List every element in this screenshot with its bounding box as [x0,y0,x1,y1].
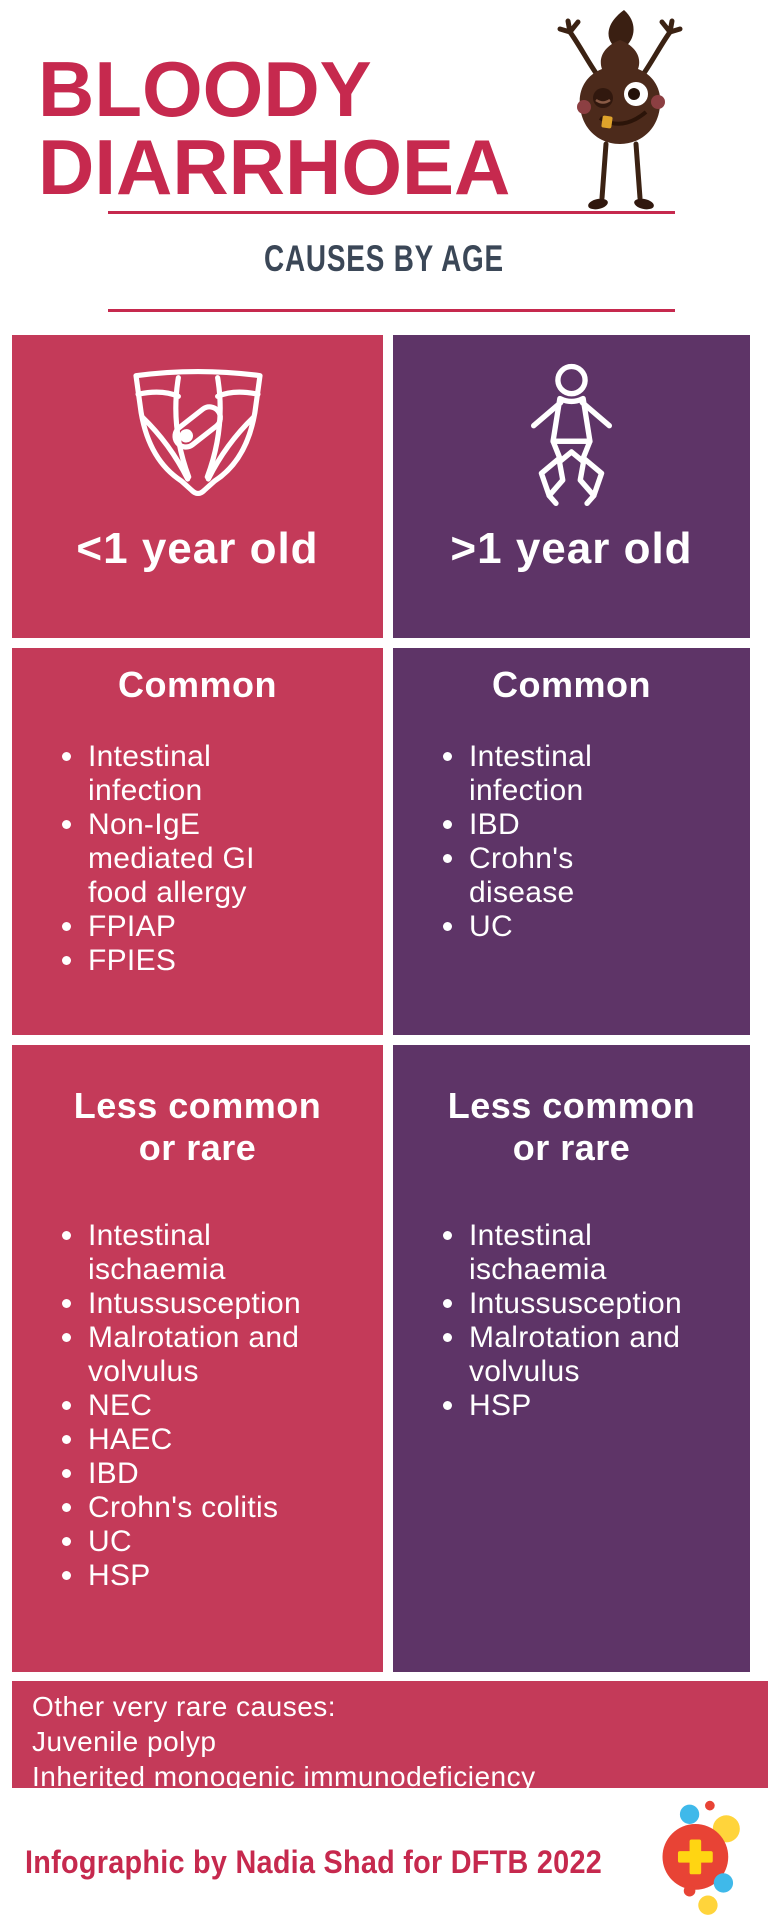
less-common-heading: Less common or rare [73,1085,322,1168]
list-item: NEC [60,1389,373,1423]
list-item: Intussusception [60,1287,373,1321]
column-over1-common: Common Intestinal infection IBD Crohn's … [393,648,750,1035]
subtitle: CAUSES BY AGE [264,238,504,280]
list-item: HSP [60,1559,373,1593]
credit-text: Infographic by Nadia Shad for DFTB 2022 [25,1844,603,1880]
list-item: IBD [60,1457,373,1491]
other-rare-line: Inherited monogenic immunodeficiency [32,1761,536,1792]
list-item: Intussusception [441,1287,740,1321]
list-item: Intestinal ischaemia [60,1219,373,1287]
page-title: BLOODY DIARRHOEA [38,50,510,206]
column-over1-header: >1 year old [393,335,750,638]
column-under1-header: <1 year old [12,335,383,638]
less-common-list-under1: Intestinal ischaemia Intussusception Mal… [12,1219,383,1593]
list-item: Intestinal ischaemia [441,1219,740,1287]
poop-character-icon [557,10,683,210]
divider-line-top [108,211,675,214]
list-item: Malrotation and volvulus [441,1321,740,1389]
list-item: FPIAP [60,910,373,944]
other-rare-line: Juvenile polyp [32,1726,217,1757]
list-item: HSP [441,1389,740,1423]
less-common-list-over1: Intestinal ischaemia Intussusception Mal… [393,1219,750,1423]
list-item: Crohn's disease [441,842,740,910]
list-item: UC [441,910,740,944]
column-under1-label: <1 year old [76,524,319,573]
column-under1-common: Common Intestinal infection Non-IgE medi… [12,648,383,1035]
list-item: Malrotation and volvulus [60,1321,373,1389]
column-under1-less-common: Less common or rare Intestinal ischaemia… [12,1045,383,1672]
list-item: Intestinal infection [441,740,740,808]
list-item: Non-IgE mediated GI food allergy [60,808,373,910]
other-rare-causes-bar: Other very rare causes: Juvenile polyp I… [12,1681,768,1792]
toddler-icon [530,363,613,507]
column-over1-label: >1 year old [450,524,693,573]
common-list-over1: Intestinal infection IBD Crohn's disease… [393,740,750,944]
common-list-under1: Intestinal infection Non-IgE mediated GI… [12,740,383,978]
list-item: FPIES [60,944,373,978]
list-item: UC [60,1525,373,1559]
list-item: HAEC [60,1423,373,1457]
list-item: IBD [441,808,740,842]
list-item: Intestinal infection [60,740,373,808]
title-line-1: BLOODY [38,45,372,133]
list-item: Crohn's colitis [60,1491,373,1525]
title-line-2: DIARRHOEA [38,123,511,211]
divider-line-bottom [108,309,675,312]
common-heading: Common [118,664,277,705]
other-rare-line: Other very rare causes: [32,1691,337,1722]
common-heading: Common [492,664,651,705]
less-common-heading: Less common or rare [447,1085,696,1168]
diaper-icon [132,368,263,497]
column-over1-less-common: Less common or rare Intestinal ischaemia… [393,1045,750,1672]
dftb-plus-logo-icon [662,1800,740,1915]
